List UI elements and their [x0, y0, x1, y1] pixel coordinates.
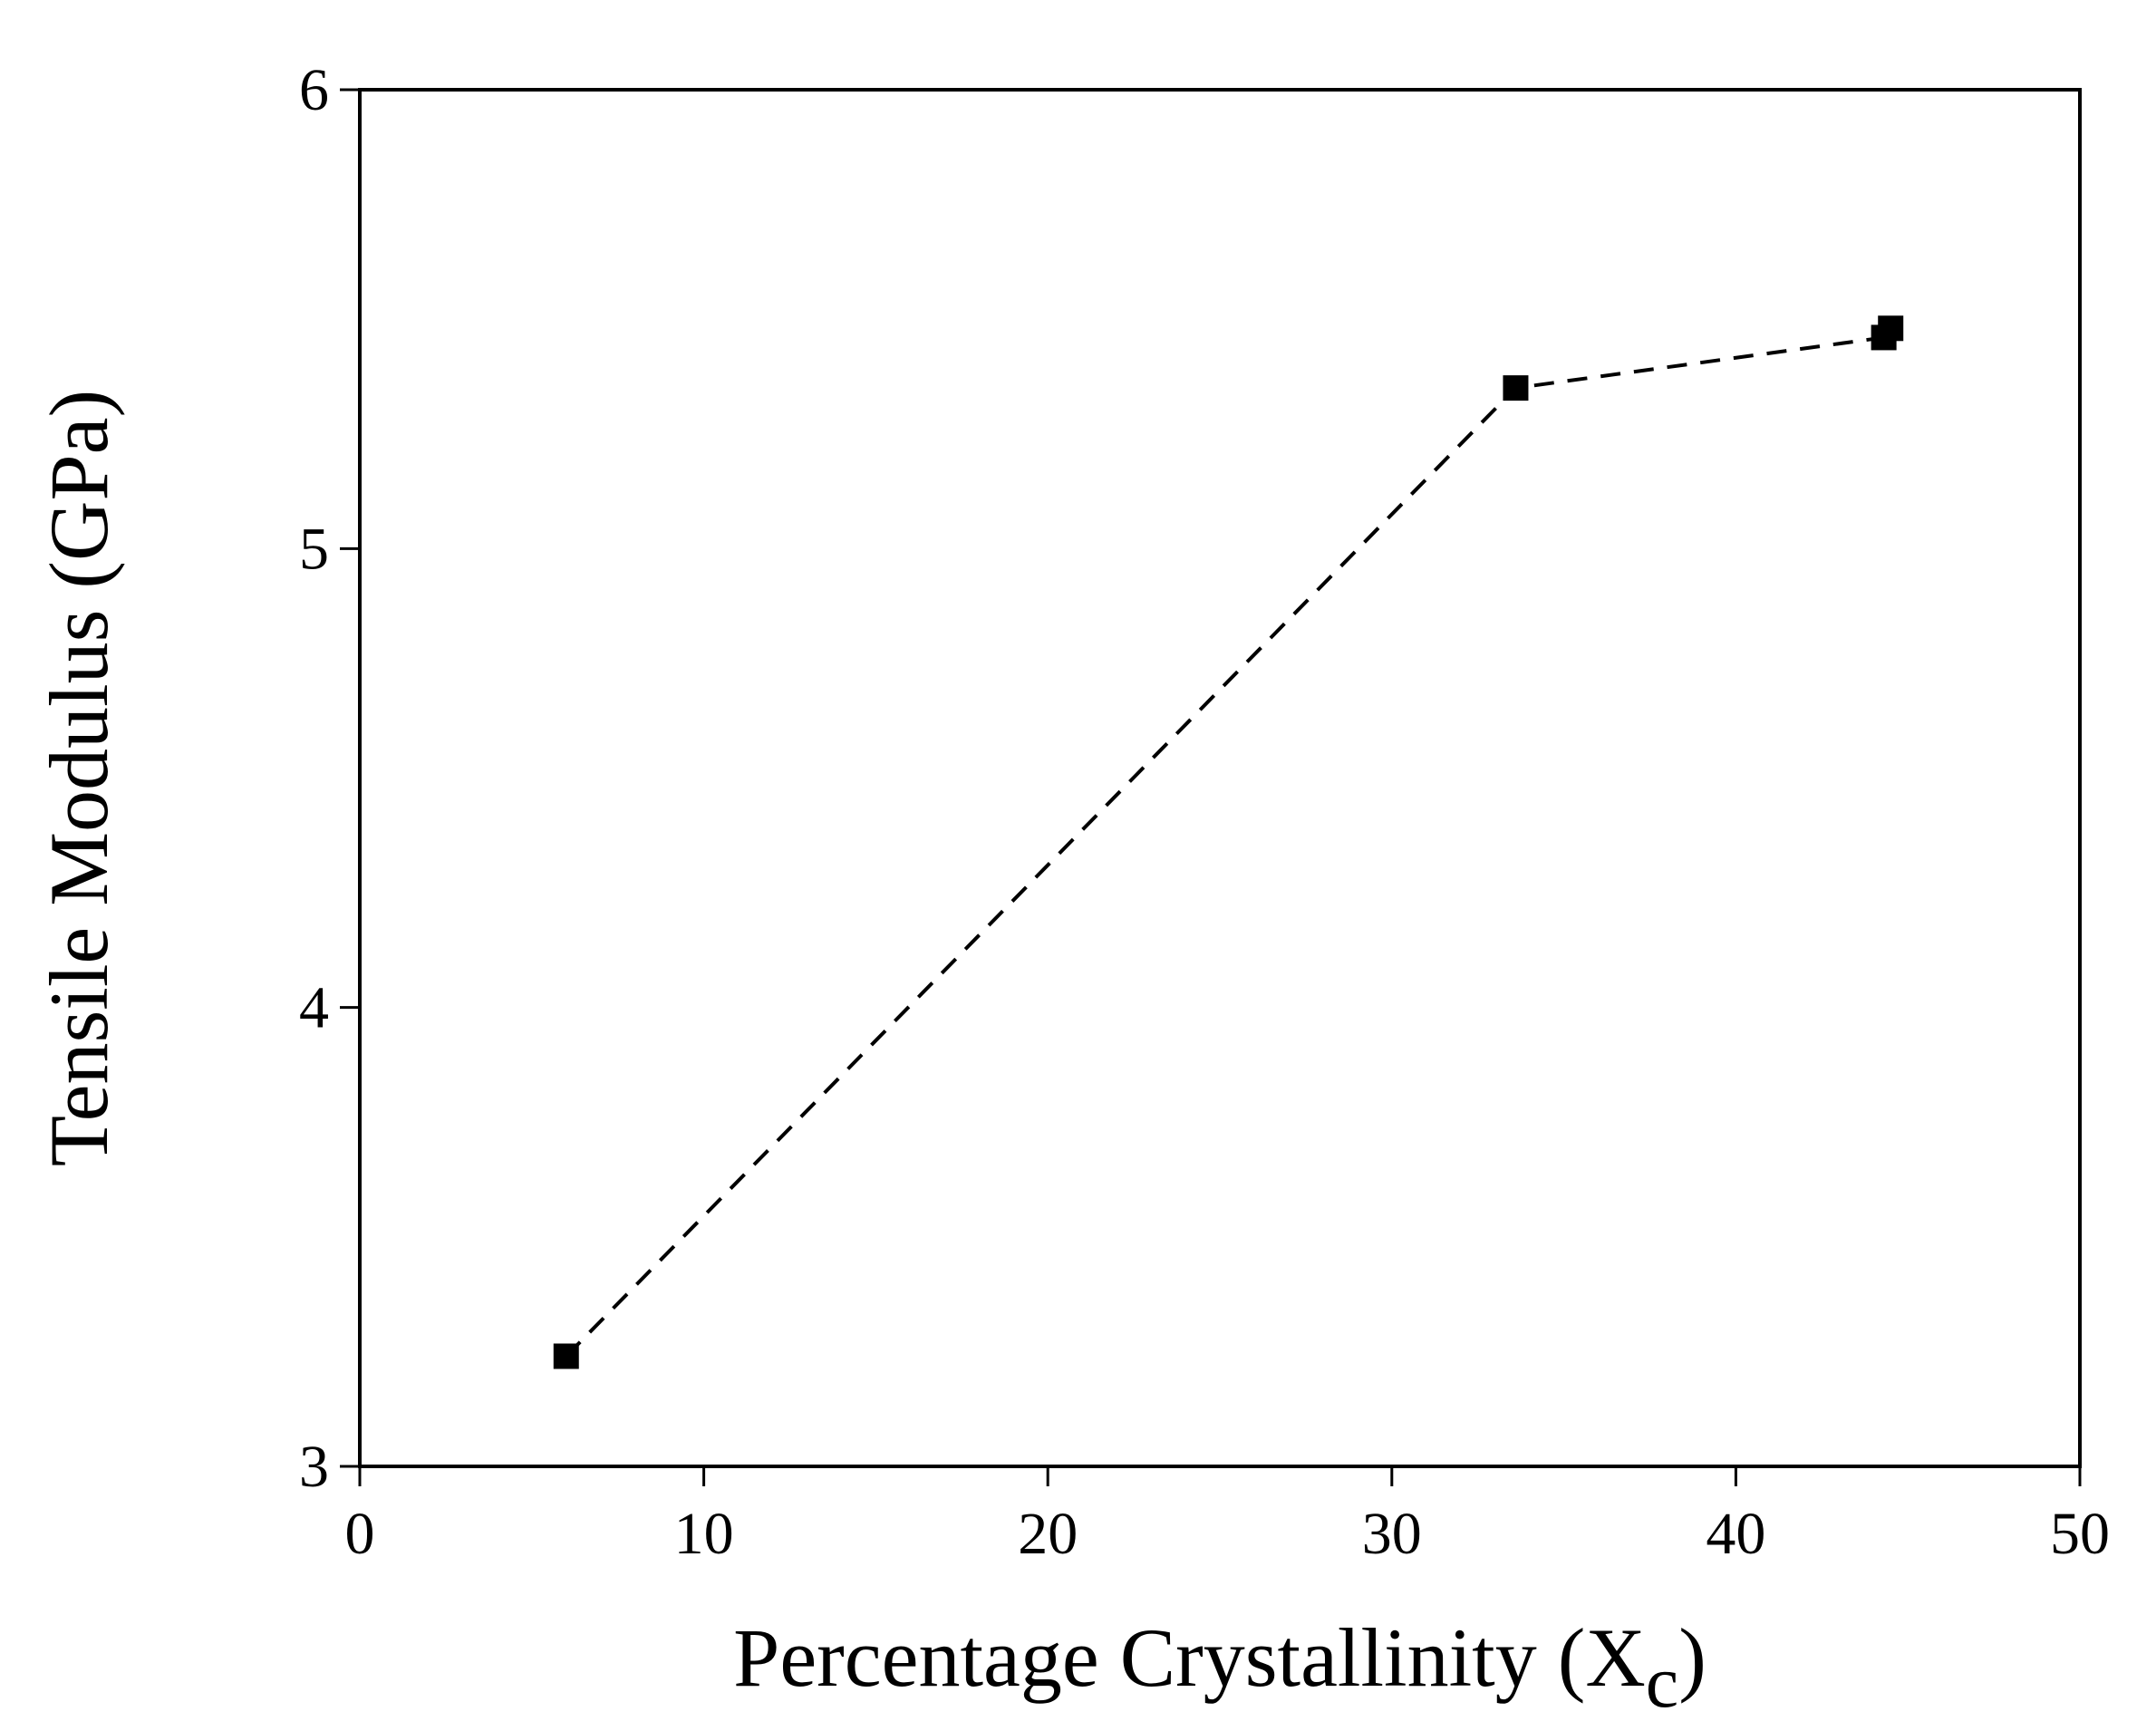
data-point-marker [1503, 375, 1529, 401]
data-point-marker [1878, 315, 1904, 342]
y-axis-title: Tensile Modulus (GPa) [33, 390, 125, 1166]
x-tick-label: 10 [674, 1501, 734, 1567]
data-point-marker [553, 1343, 579, 1369]
x-axis-title-suffix: ) [1678, 1611, 1706, 1704]
x-axis-title: Percentage Crystallinity (Xc) [733, 1611, 1706, 1723]
x-tick-label: 0 [345, 1501, 375, 1567]
series-line [565, 327, 1892, 1358]
x-tick-label: 40 [1706, 1501, 1765, 1567]
x-axis-title-main: Percentage Crystallinity (X [733, 1611, 1646, 1704]
y-tick-label: 6 [299, 57, 329, 123]
y-tick-label: 5 [299, 516, 329, 582]
y-tick-label: 3 [299, 1434, 329, 1500]
series-layer [553, 315, 1904, 1369]
x-tick-label: 30 [1362, 1501, 1422, 1567]
y-tick-label: 4 [299, 975, 329, 1041]
x-tick-label: 20 [1018, 1501, 1078, 1567]
y-axis-ticks: 3 4 5 6 [299, 57, 360, 1500]
x-axis-title-subscript: c [1646, 1640, 1678, 1723]
plot-frame [358, 88, 2082, 1468]
x-tick-label: 50 [2050, 1501, 2110, 1567]
x-axis-ticks: 0 10 20 30 40 50 [345, 1466, 2110, 1567]
